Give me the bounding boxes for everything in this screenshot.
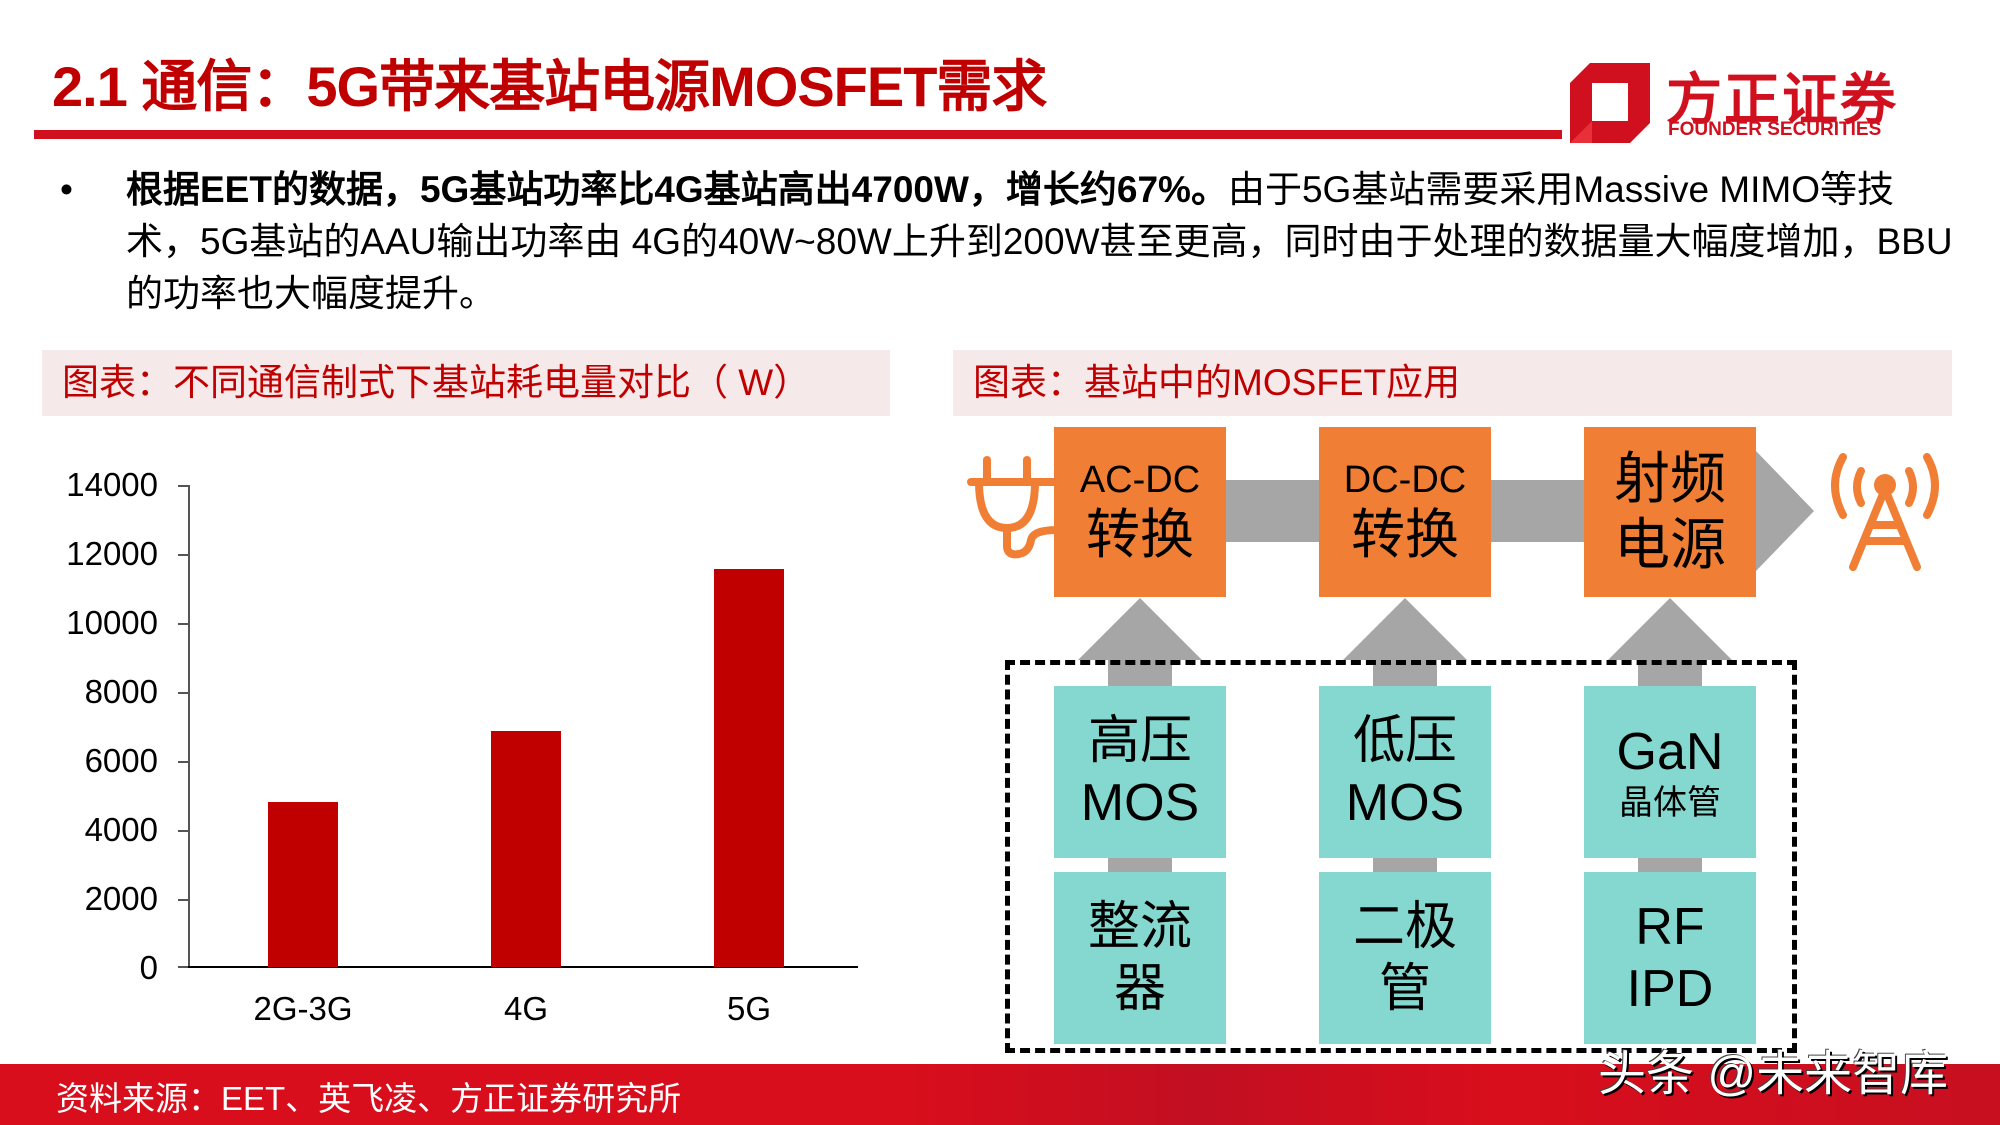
component-label-line2: 晶体管	[1619, 784, 1721, 822]
y-tick-label: 12000	[66, 535, 158, 572]
components-dashed-group	[1005, 660, 1797, 1053]
component-label-line2: 器	[1113, 960, 1166, 1018]
bullet-text: 根据EET的数据，5G基站功率比4G基站高出4700W，增长约67%。由于5G基…	[126, 164, 1966, 320]
stage-label-line1: DC-DC	[1343, 459, 1467, 501]
up-arrow-icon	[1343, 598, 1467, 690]
title-divider	[34, 130, 1562, 139]
component-connector	[1638, 858, 1702, 874]
y-tick	[178, 899, 188, 901]
power-flow-arrow-head	[1756, 451, 1814, 571]
bullet-marker: •	[60, 169, 73, 210]
bar-2g-3g	[268, 802, 338, 967]
x-tick-label: 2G-3G	[253, 990, 353, 1027]
up-arrow-icon	[1608, 598, 1732, 690]
component-label-line1: 整流	[1087, 898, 1192, 956]
component-low-voltage-mos: 低压 MOS	[1319, 686, 1491, 858]
logo-english-text: FOUNDER SECURITIES	[1668, 119, 1882, 140]
bar-5g	[714, 569, 784, 967]
stage-ac-dc-conversion: AC-DC 转换	[1054, 427, 1226, 597]
y-tick-label: 2000	[84, 880, 158, 917]
stage-rf-power: 射频 电源	[1584, 427, 1756, 597]
component-label-line2: IPD	[1626, 960, 1714, 1018]
y-tick	[178, 623, 188, 625]
stage-dc-dc-conversion: DC-DC 转换	[1319, 427, 1491, 597]
data-source-note: 资料来源：EET、英飞凌、方正证券研究所	[56, 1080, 682, 1117]
watermark-text: 头条 @未来智库	[1598, 1048, 1949, 1101]
bullet-bold-text: 根据EET的数据，5G基站功率比4G基站高出4700W，增长约67%。	[126, 169, 1228, 210]
stage-label-line2: 转换	[1086, 505, 1194, 565]
founder-securities-logo: 方正证券 FOUNDER SECURITIES	[1570, 55, 1910, 145]
y-tick	[178, 554, 188, 556]
stage-label-line1: AC-DC	[1079, 459, 1201, 501]
y-tick-label: 4000	[84, 811, 158, 848]
component-label-line2: 管	[1378, 960, 1431, 1018]
component-rectifier: 整流 器	[1054, 872, 1226, 1044]
component-gan-transistor: GaN 晶体管	[1584, 686, 1756, 858]
power-consumption-bar-chart: 14000 12000 10000 8000 6000 4000 2000 0 …	[40, 460, 900, 1030]
component-diode: 二极 管	[1319, 872, 1491, 1044]
component-high-voltage-mos: 高压 MOS	[1054, 686, 1226, 858]
component-connector	[1373, 858, 1437, 874]
x-tick-label: 4G	[503, 990, 549, 1027]
component-connector	[1108, 858, 1172, 874]
y-tick-label: 8000	[84, 673, 158, 710]
y-tick-label: 6000	[84, 742, 158, 779]
bullet-normal-text: 由于5G基站需要采用Massive MIMO等技术，5G基站的AAU输出功率由 …	[126, 169, 1953, 314]
stage-label-line1: 射频	[1614, 447, 1726, 510]
component-label-line2: MOS	[1345, 774, 1465, 832]
left-chart-title: 图表：不同通信制式下基站耗电量对比（ W）	[42, 350, 890, 416]
component-label-line2: MOS	[1080, 774, 1200, 832]
y-axis	[188, 485, 190, 967]
component-label-line1: RF	[1635, 898, 1705, 956]
founder-logo-mark-icon	[1570, 63, 1650, 143]
x-tick-label: 5G	[726, 990, 772, 1027]
y-tick-label: 10000	[66, 604, 158, 641]
power-plug-icon	[967, 456, 1060, 559]
y-tick	[178, 485, 188, 487]
logo-chinese-text: 方正证券	[1666, 68, 1898, 131]
page-title: 2.1 通信：5G带来基站电源MOSFET需求	[52, 55, 1047, 118]
stage-label-line2: 转换	[1351, 505, 1459, 565]
y-tick	[178, 692, 188, 694]
component-rf-ipd: RF IPD	[1584, 872, 1756, 1044]
y-tick	[178, 830, 188, 832]
stage-label-line2: 电源	[1614, 513, 1726, 576]
component-label-line1: GaN	[1616, 723, 1724, 781]
up-arrow-icon	[1078, 598, 1202, 690]
y-tick-label: 0	[139, 949, 158, 986]
y-tick	[178, 966, 188, 968]
y-tick	[178, 761, 188, 763]
component-label-line1: 低压	[1352, 712, 1457, 770]
radio-tower-icon	[1831, 453, 1939, 571]
footer-bar: 资料来源：EET、英飞凌、方正证券研究所	[0, 1064, 2000, 1125]
mosfet-application-diagram: AC-DC 转换 DC-DC 转换 射频 电源 高压 MOS 低压 MOS	[953, 420, 1953, 1060]
right-chart-title: 图表：基站中的MOSFET应用	[953, 350, 1952, 416]
component-label-line1: 二极	[1352, 898, 1457, 956]
x-axis	[188, 966, 858, 968]
y-tick-label: 14000	[66, 466, 158, 503]
component-label-line1: 高压	[1087, 712, 1192, 770]
bar-4g	[491, 731, 561, 967]
